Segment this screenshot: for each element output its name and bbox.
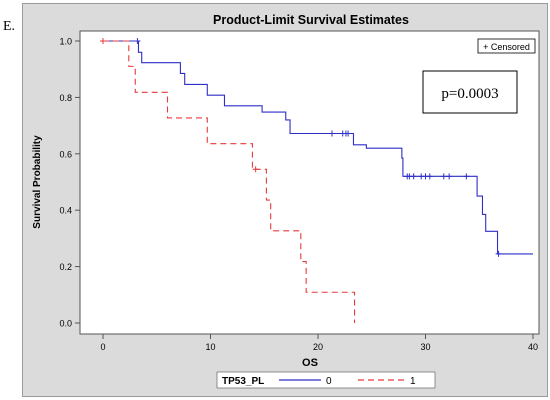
x-tick-label-0: 0 xyxy=(100,342,105,352)
series-layer xyxy=(100,38,533,323)
censored-legend-text: + Censored xyxy=(483,42,530,52)
panel-label: E. xyxy=(3,19,16,34)
y-tick-label-1: 0.2 xyxy=(59,262,72,272)
censor-mark-0-5 xyxy=(345,130,352,137)
survival-chart: Product-Limit Survival Estimates 0.00.20… xyxy=(32,13,540,389)
x-tick-label-3: 30 xyxy=(420,342,430,352)
x-tick-label-4: 40 xyxy=(528,342,538,352)
legend-box xyxy=(216,371,436,389)
figure-frame: Product-Limit Survival Estimates 0.0 0.2 0… xyxy=(22,3,548,397)
p-value-text: p=0.0003 xyxy=(441,86,498,102)
censored-legend-box xyxy=(477,38,536,54)
censor-mark-0-2 xyxy=(328,130,335,137)
x-axis: 0 10 20 30 40 xyxy=(100,334,538,352)
y-tick-label-2: 0.4 xyxy=(59,206,72,216)
censor-mark-0-14 xyxy=(463,173,470,180)
x-tick-label-2: 20 xyxy=(313,342,323,352)
legend-label-0: 0 xyxy=(326,376,332,387)
censor-mark-1-1 xyxy=(252,166,259,173)
p-value-annotation: p=0.0003 xyxy=(422,70,518,114)
censor-mark-0-1 xyxy=(134,38,141,44)
censor-mark-0-8 xyxy=(410,173,417,180)
censor-mark-0-13 xyxy=(446,173,453,180)
y-tick-label-0: 0.0 xyxy=(59,319,72,329)
series-line-0 xyxy=(103,40,533,255)
legend: TP53_PL 0 1 xyxy=(216,371,436,389)
legend-title: TP53_PL xyxy=(222,376,264,387)
y-tick-label-3: 0.6 xyxy=(59,149,72,159)
p-value-box xyxy=(422,70,518,114)
chart-title: Product-Limit Survival Estimates xyxy=(213,13,409,27)
y-axis-label: Survival Probability xyxy=(32,135,43,229)
y-tick-label-5: 1.0 xyxy=(59,37,72,47)
censor-mark-0-12 xyxy=(440,173,447,180)
censor-mark-0-15 xyxy=(495,250,502,257)
censor-mark-0-11 xyxy=(426,173,433,180)
legend-label-1: 1 xyxy=(410,376,416,387)
x-tick-label-1: 10 xyxy=(205,342,215,352)
censor-mark-1-0 xyxy=(100,38,106,44)
censored-legend: + Censored xyxy=(477,38,536,54)
x-axis-label: OS xyxy=(302,357,318,369)
series-line-1 xyxy=(103,40,356,323)
y-tick-label-4: 0.8 xyxy=(59,93,72,103)
y-axis: 0.0 0.2 0.4 0.6 0.8 1.0 xyxy=(59,37,80,329)
